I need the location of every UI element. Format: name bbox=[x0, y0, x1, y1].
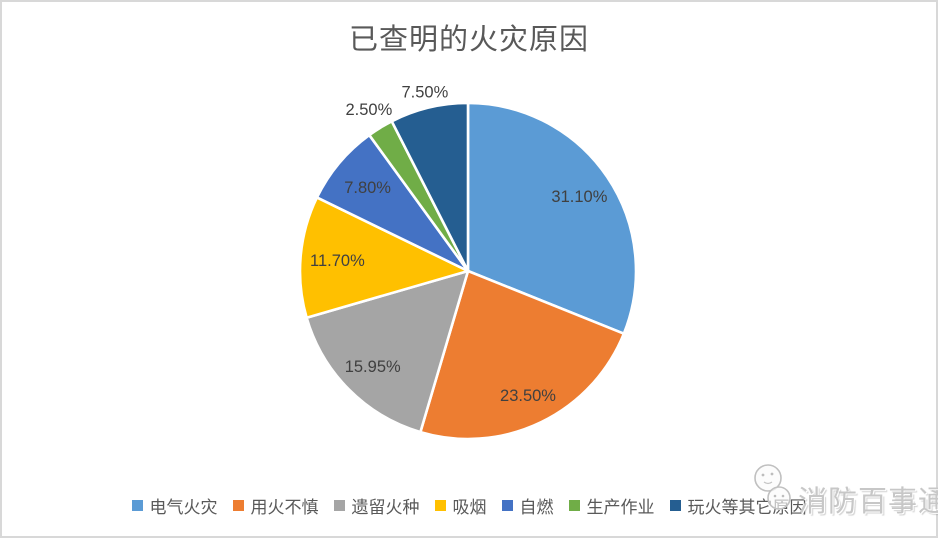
legend-swatch-icon bbox=[669, 500, 681, 511]
pie-data-label-遗留火种: 15.95% bbox=[345, 358, 401, 376]
legend-swatch-icon bbox=[568, 500, 580, 511]
pie-slice-吸烟 bbox=[298, 196, 470, 320]
legend-swatch-icon bbox=[232, 500, 244, 511]
legend-item-自燃: 自燃 bbox=[501, 493, 554, 518]
pie-data-label-电气火灾: 31.10% bbox=[551, 188, 607, 206]
pie-slice-遗留火种 bbox=[305, 269, 470, 434]
legend-swatch-icon bbox=[501, 500, 513, 511]
legend-swatch-icon bbox=[131, 500, 143, 511]
legend-label: 电气火灾 bbox=[149, 498, 218, 517]
legend-label: 生产作业 bbox=[586, 498, 655, 517]
pie-slice-玩火等其它原因 bbox=[390, 101, 470, 273]
pie-slice-用火不慎 bbox=[419, 269, 626, 441]
legend-item-玩火等其它原因: 玩火等其它原因 bbox=[669, 493, 807, 518]
pie-data-label-用火不慎: 23.50% bbox=[500, 387, 556, 405]
legend-label: 遗留火种 bbox=[351, 498, 420, 517]
legend-label: 玩火等其它原因 bbox=[687, 498, 807, 517]
legend-item-吸烟: 吸烟 bbox=[434, 493, 487, 518]
legend-swatch-icon bbox=[333, 500, 345, 511]
chart-title: 已查明的火灾原因 bbox=[348, 24, 589, 56]
pie-data-label-自燃: 7.80% bbox=[344, 179, 391, 197]
legend-item-电气火灾: 电气火灾 bbox=[131, 493, 218, 518]
pie-data-label-吸烟: 11.70% bbox=[310, 252, 365, 270]
pie-data-label-生产作业: 2.50% bbox=[346, 101, 393, 119]
pie-data-label-玩火等其它原因: 7.50% bbox=[402, 83, 449, 101]
legend-item-用火不慎: 用火不慎 bbox=[232, 493, 319, 518]
legend-item-遗留火种: 遗留火种 bbox=[333, 493, 420, 518]
legend-label: 吸烟 bbox=[452, 498, 487, 517]
legend-label: 自燃 bbox=[519, 498, 554, 517]
pie-slice-电气火灾 bbox=[466, 101, 638, 335]
legend-label: 用火不慎 bbox=[250, 498, 319, 517]
legend: 电气火灾 用火不慎 遗留火种 吸烟 自燃 生产作业 玩火等其它原因 bbox=[0, 493, 938, 518]
legend-item-生产作业: 生产作业 bbox=[568, 493, 655, 518]
legend-swatch-icon bbox=[434, 500, 446, 511]
